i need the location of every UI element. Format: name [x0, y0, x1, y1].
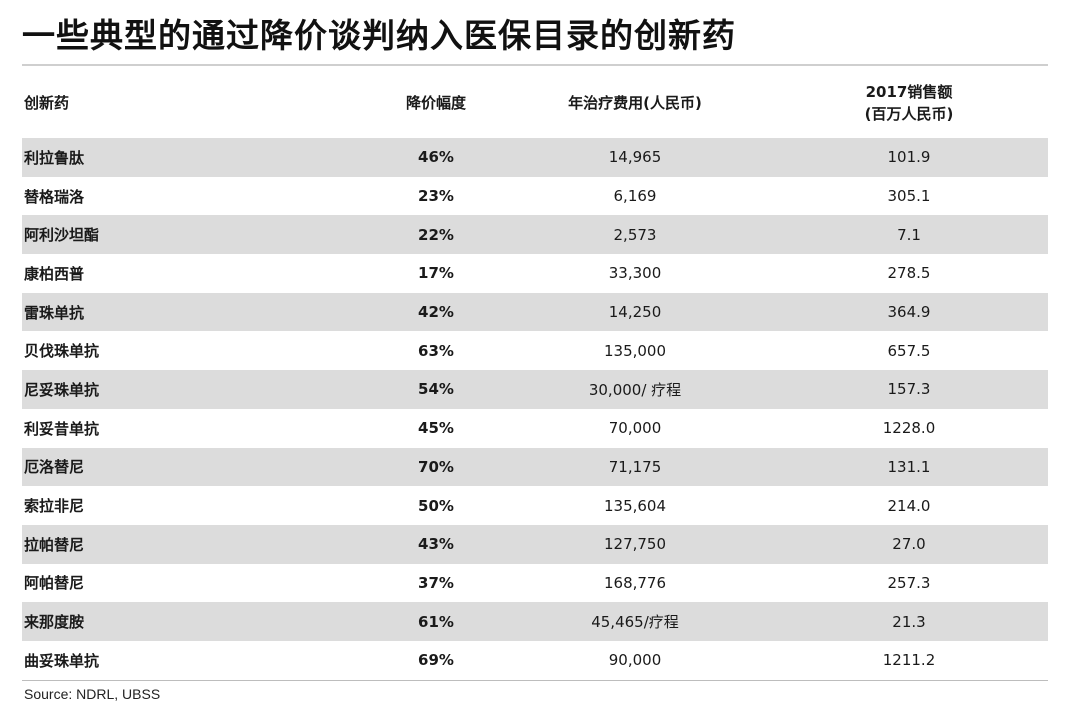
cell-price-cut: 43%	[418, 535, 454, 554]
table-row: 贝伐珠单抗 63% 135,000 657.5	[22, 331, 1048, 370]
cell-annual-cost: 14,965	[608, 148, 662, 167]
title-divider	[22, 64, 1048, 66]
cell-annual-cost: 168,776	[603, 573, 667, 592]
cell-price-cut: 42%	[418, 303, 454, 322]
cell-sales: 21.3	[892, 612, 926, 631]
table-row: 阿利沙坦酯 22% 2,573 7.1	[22, 215, 1048, 255]
table-row: 尼妥珠单抗 54% 30,000/ 疗程 157.3	[22, 370, 1048, 409]
cell-annual-cost: 90,000	[608, 651, 662, 670]
cell-drug: 康柏西普	[24, 264, 85, 283]
cell-price-cut: 69%	[418, 651, 454, 670]
cell-drug: 利拉鲁肽	[24, 148, 85, 167]
table-row: 康柏西普 17% 33,300 278.5	[22, 254, 1048, 293]
header-drug: 创新药	[24, 94, 70, 112]
cell-sales: 157.3	[887, 380, 931, 399]
cell-annual-cost: 135,604	[603, 496, 667, 515]
cell-drug: 拉帕替尼	[24, 535, 85, 554]
cell-drug: 索拉非尼	[24, 497, 85, 516]
table-row: 索拉非尼 50% 135,604 214.0	[22, 486, 1048, 525]
cell-annual-cost: 71,175	[608, 457, 662, 476]
table-row: 拉帕替尼 43% 127,750 27.0	[22, 524, 1048, 564]
cell-drug: 替格瑞洛	[24, 187, 85, 206]
header-sales-line2: (百万人民币)	[864, 105, 954, 123]
cell-sales: 278.5	[887, 264, 931, 283]
cell-price-cut: 45%	[418, 419, 454, 438]
cell-sales: 1228.0	[882, 419, 936, 438]
table-row: 厄洛替尼 70% 71,175 131.1	[22, 447, 1048, 487]
cell-drug: 贝伐珠单抗	[24, 342, 100, 361]
cell-drug: 利妥昔单抗	[24, 419, 100, 438]
cell-annual-cost: 33,300	[608, 264, 662, 283]
table-row: 曲妥珠单抗 69% 90,000 1211.2	[22, 641, 1048, 680]
cell-drug: 阿利沙坦酯	[24, 226, 100, 245]
cell-price-cut: 70%	[418, 457, 454, 476]
cell-annual-cost: 2,573	[613, 225, 657, 244]
table-body: 利拉鲁肽 46% 14,965 101.9 替格瑞洛 23% 6,169 305.1 阿利沙坦酯…	[22, 138, 1048, 680]
cell-drug: 尼妥珠单抗	[24, 380, 100, 399]
cell-annual-cost: 6,169	[613, 187, 657, 206]
cell-drug: 来那度胺	[24, 613, 85, 632]
cell-sales: 257.3	[887, 573, 931, 592]
cell-sales: 27.0	[892, 535, 926, 554]
header-price-cut: 降价幅度	[405, 94, 466, 112]
cell-price-cut: 22%	[418, 225, 454, 244]
cell-sales: 214.0	[887, 496, 931, 515]
page-title: 一些典型的通过降价谈判纳入医保目录的创新药	[22, 16, 736, 55]
cell-drug: 雷珠单抗	[24, 303, 85, 322]
table-row: 雷珠单抗 42% 14,250 364.9	[22, 292, 1048, 332]
cell-sales: 364.9	[887, 303, 931, 322]
table-row: 阿帕替尼 37% 168,776 257.3	[22, 564, 1048, 603]
cell-annual-cost: 135,000	[603, 341, 667, 360]
cell-sales: 305.1	[887, 187, 931, 206]
cell-price-cut: 23%	[418, 187, 454, 206]
cell-drug: 曲妥珠单抗	[24, 651, 100, 670]
cell-sales: 131.1	[887, 457, 931, 476]
table-row: 替格瑞洛 23% 6,169 305.1	[22, 177, 1048, 216]
cell-drug: 厄洛替尼	[24, 458, 85, 477]
cell-annual-cost: 45,465/疗程	[591, 613, 679, 632]
cell-price-cut: 37%	[418, 573, 454, 592]
cell-price-cut: 61%	[418, 612, 454, 631]
header-sales: 2017销售额 (百万人民币)	[770, 81, 1048, 125]
cell-price-cut: 50%	[418, 496, 454, 515]
table-row: 利拉鲁肽 46% 14,965 101.9	[22, 138, 1048, 177]
cell-price-cut: 54%	[418, 380, 454, 399]
cell-price-cut: 63%	[418, 341, 454, 360]
cell-annual-cost: 127,750	[603, 535, 667, 554]
header-sales-line1: 2017销售额	[865, 83, 953, 101]
cell-sales: 7.1	[897, 225, 921, 244]
cell-annual-cost: 70,000	[608, 419, 662, 438]
cell-drug: 阿帕替尼	[24, 574, 85, 593]
source-note: Source: NDRL, UBSS	[24, 686, 161, 702]
cell-price-cut: 46%	[418, 148, 454, 167]
cell-sales: 1211.2	[882, 651, 936, 670]
table-bottom-rule	[22, 680, 1048, 681]
table-header: 创新药 降价幅度 年治疗费用(人民币) 2017销售额 (百万人民币)	[22, 68, 1048, 138]
cell-annual-cost: 14,250	[608, 303, 662, 322]
drug-table: 创新药 降价幅度 年治疗费用(人民币) 2017销售额 (百万人民币) 利拉鲁肽…	[22, 68, 1048, 680]
table-row: 来那度胺 61% 45,465/疗程 21.3	[22, 602, 1048, 641]
header-annual-cost: 年治疗费用(人民币)	[568, 94, 702, 112]
table-row: 利妥昔单抗 45% 70,000 1228.0	[22, 409, 1048, 448]
cell-sales: 101.9	[887, 148, 931, 167]
cell-sales: 657.5	[887, 341, 931, 360]
cell-annual-cost: 30,000/ 疗程	[588, 380, 682, 399]
cell-price-cut: 17%	[418, 264, 454, 283]
